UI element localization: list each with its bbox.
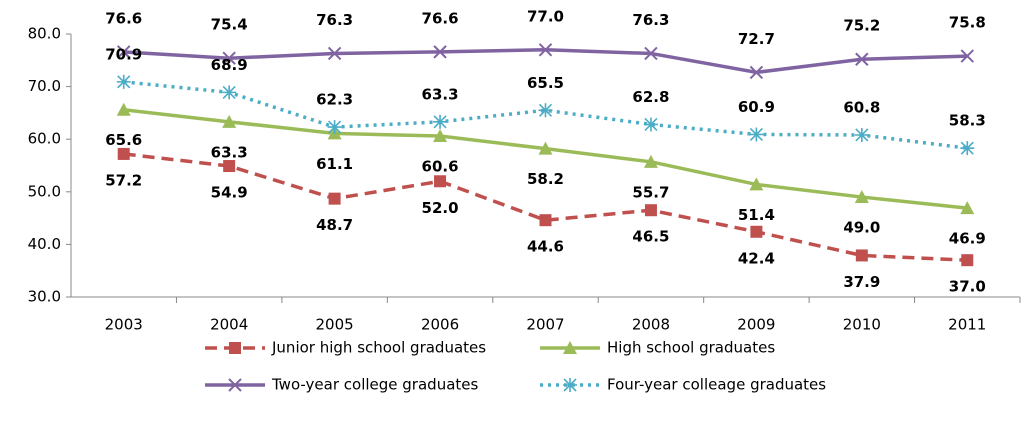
marker — [960, 201, 975, 215]
data-label: 77.0 — [527, 7, 564, 25]
marker — [229, 342, 241, 354]
marker — [222, 85, 237, 100]
marker — [854, 127, 869, 142]
data-label: 46.5 — [632, 228, 669, 246]
data-label: 65.5 — [527, 74, 564, 92]
data-label: 42.4 — [738, 249, 775, 267]
marker — [116, 74, 131, 89]
data-label: 61.1 — [316, 155, 353, 173]
marker — [116, 102, 131, 116]
data-label: 76.3 — [632, 11, 669, 29]
x-tick-label: 2009 — [737, 316, 775, 334]
marker — [228, 378, 242, 392]
series-line — [123, 108, 968, 210]
marker — [222, 114, 237, 128]
data-label: 54.9 — [211, 184, 248, 202]
marker — [749, 177, 764, 191]
marker — [222, 51, 236, 65]
y-tick-label: 40.0 — [28, 235, 61, 253]
series-line — [123, 48, 968, 75]
data-label: 58.3 — [949, 112, 986, 130]
legend-label: Two-year college graduates — [271, 376, 479, 394]
data-label: 48.7 — [316, 216, 353, 234]
y-tick-label: 30.0 — [28, 288, 61, 306]
marker — [855, 249, 868, 262]
data-label: 63.3 — [211, 143, 248, 161]
marker — [434, 175, 447, 188]
marker — [563, 378, 577, 392]
data-label: 62.8 — [632, 88, 669, 106]
data-label: 37.9 — [843, 273, 880, 291]
data-label: 60.8 — [843, 98, 880, 116]
legend-label: Junior high school graduates — [271, 339, 486, 357]
data-label: 51.4 — [738, 206, 775, 224]
data-label: 57.2 — [105, 171, 142, 189]
data-label: 58.2 — [527, 170, 564, 188]
y-tick-label: 60.0 — [28, 130, 61, 148]
data-label: 75.4 — [211, 16, 248, 34]
marker — [328, 192, 341, 205]
data-label: 70.9 — [105, 45, 142, 63]
marker — [223, 160, 236, 173]
x-tick-label: 2006 — [421, 316, 459, 334]
marker — [433, 45, 447, 59]
marker — [961, 254, 974, 267]
y-tick-label: 70.0 — [28, 77, 61, 95]
data-label: 63.3 — [422, 85, 459, 103]
series-line — [123, 152, 968, 262]
marker — [563, 341, 577, 354]
y-tick-label: 50.0 — [28, 182, 61, 200]
data-label: 75.2 — [843, 17, 880, 35]
x-tick-label: 2008 — [632, 316, 670, 334]
x-tick-label: 2010 — [843, 316, 881, 334]
data-label: 52.0 — [422, 199, 459, 217]
marker — [117, 45, 131, 59]
x-tick-label: 2007 — [526, 316, 564, 334]
legend-label: Four-year colleage graduates — [607, 376, 826, 394]
marker — [433, 114, 448, 129]
data-label: 49.0 — [843, 219, 880, 237]
data-label: 76.6 — [422, 9, 459, 27]
marker — [749, 127, 764, 142]
marker — [117, 147, 130, 160]
x-tick-label: 2004 — [210, 316, 248, 334]
marker — [960, 141, 975, 156]
data-label: 60.6 — [422, 158, 459, 176]
data-label: 60.9 — [738, 98, 775, 116]
marker — [750, 225, 763, 238]
data-label: 44.6 — [527, 238, 564, 256]
data-label: 76.3 — [316, 11, 353, 29]
marker — [327, 120, 342, 135]
x-tick-label: 2011 — [948, 316, 986, 334]
y-tick-label: 80.0 — [28, 25, 61, 43]
marker — [854, 190, 869, 204]
marker — [643, 117, 658, 132]
x-tick-label: 2003 — [105, 316, 143, 334]
marker — [539, 214, 552, 227]
legend-label: High school graduates — [607, 339, 775, 357]
marker — [433, 129, 448, 143]
marker — [538, 103, 553, 118]
marker — [327, 46, 342, 61]
x-tick-label: 2005 — [316, 316, 354, 334]
data-label: 62.3 — [316, 91, 353, 109]
marker — [538, 141, 553, 155]
data-label: 76.6 — [105, 9, 142, 27]
marker — [538, 43, 553, 57]
marker — [644, 204, 657, 217]
data-label: 68.9 — [211, 56, 248, 74]
data-label: 72.7 — [738, 30, 775, 48]
data-label: 65.6 — [105, 131, 142, 149]
data-label: 37.0 — [949, 278, 986, 296]
marker — [960, 49, 974, 63]
marker — [643, 154, 658, 168]
data-label: 55.7 — [632, 183, 669, 201]
data-label: 46.9 — [949, 230, 986, 248]
marker — [749, 65, 764, 80]
data-label: 75.8 — [949, 14, 986, 32]
marker — [855, 52, 869, 66]
marker — [644, 46, 658, 61]
